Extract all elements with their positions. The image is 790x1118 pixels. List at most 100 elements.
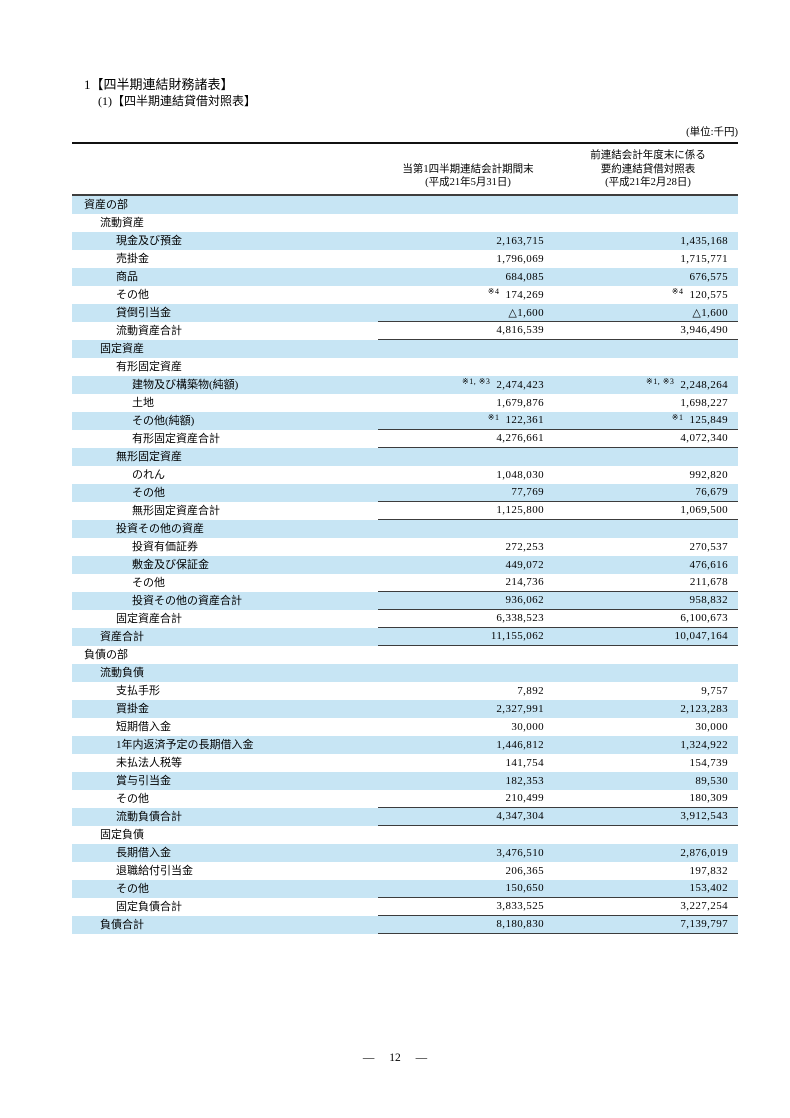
column-header-line: (平成21年2月28日) <box>605 177 691 188</box>
amount-value: 153,402 <box>689 882 728 894</box>
amount-value: 3,476,510 <box>496 846 544 859</box>
row-label: 固定負債 <box>100 828 144 841</box>
unit-note: (単位:千円) <box>686 127 738 138</box>
row-label: 投資その他の資産合計 <box>132 594 242 607</box>
amount-value: 4,072,340 <box>680 432 728 444</box>
amount-value: 8,180,830 <box>496 918 544 930</box>
table-row: 負債の部 <box>72 646 738 664</box>
row-label: 貸倒引当金 <box>116 306 171 319</box>
amount-cell-current <box>378 214 558 232</box>
amount-cell-previous: 211,678 <box>558 574 738 591</box>
amount-value: 3,833,525 <box>496 900 544 912</box>
amount-cell-current: 272,253 <box>378 538 558 556</box>
amount-columns: 11,155,062 10,047,164 <box>378 628 738 646</box>
row-label: その他 <box>116 792 149 805</box>
amount-columns: 1,796,069 1,715,771 <box>378 250 738 268</box>
amount-cell-previous: △1,600 <box>558 304 738 321</box>
table-row: 無形固定資産合計 1,125,800 1,069,500 <box>72 502 738 520</box>
amount-value: 1,324,922 <box>680 738 728 751</box>
amount-value: 9,757 <box>701 684 728 697</box>
amount-value: 154,739 <box>689 756 728 769</box>
row-label: 固定負債合計 <box>116 900 182 913</box>
amount-value: 2,248,264 <box>680 378 728 391</box>
amount-columns: 210,499 180,309 <box>378 790 738 808</box>
amount-cell-previous: 1,715,771 <box>558 250 738 268</box>
table-row: 退職給付引当金 206,365 197,832 <box>72 862 738 880</box>
amount-columns: 449,072 476,616 <box>378 556 738 574</box>
amount-cell-previous: 270,537 <box>558 538 738 556</box>
row-label: その他 <box>116 882 149 895</box>
amount-columns: 1,125,800 1,069,500 <box>378 502 738 520</box>
amount-cell-previous: 1,324,922 <box>558 736 738 754</box>
amount-columns: 1,446,812 1,324,922 <box>378 736 738 754</box>
amount-value: 125,849 <box>689 414 728 426</box>
amount-cell-current: 210,499 <box>378 790 558 807</box>
row-label: 売掛金 <box>116 252 149 265</box>
amount-cell-current: 1,125,800 <box>378 502 558 519</box>
amount-cell-previous: 6,100,673 <box>558 610 738 627</box>
amount-value: 1,679,876 <box>496 396 544 409</box>
amount-cell-current <box>378 340 558 358</box>
amount-cell-previous <box>558 646 738 664</box>
amount-value: 180,309 <box>689 792 728 804</box>
amount-cell-current: 150,650 <box>378 880 558 897</box>
amount-cell-previous: 2,876,019 <box>558 844 738 862</box>
amount-value: 1,698,227 <box>680 396 728 409</box>
table-row: 支払手形 7,892 9,757 <box>72 682 738 700</box>
amount-value: 10,047,164 <box>674 630 728 642</box>
amount-cell-previous: 76,679 <box>558 484 738 501</box>
row-label: 退職給付引当金 <box>116 864 193 877</box>
table-row: 現金及び預金 2,163,715 1,435,168 <box>72 231 738 250</box>
amount-value: 7,892 <box>517 684 544 697</box>
table-row: 流動負債 <box>72 663 738 682</box>
doc-subtitle: (1)【四半期連結貸借対照表】 <box>98 94 256 108</box>
amount-columns: 182,353 89,530 <box>378 772 738 790</box>
amount-columns <box>378 826 738 844</box>
amount-value: 272,253 <box>505 540 544 553</box>
amount-cell-current <box>378 448 558 466</box>
amount-columns: 3,476,510 2,876,019 <box>378 844 738 862</box>
amount-cell-previous: 153,402 <box>558 880 738 897</box>
amount-columns: 272,253 270,537 <box>378 538 738 556</box>
amount-cell-previous: 10,047,164 <box>558 628 738 645</box>
amount-value: 270,537 <box>689 540 728 553</box>
table-row: 短期借入金 30,000 30,000 <box>72 718 738 736</box>
amount-cell-current: 30,000 <box>378 718 558 736</box>
amount-value: 89,530 <box>695 774 728 787</box>
amount-columns: 4,276,661 4,072,340 <box>378 430 738 448</box>
amount-cell-current: 206,365 <box>378 862 558 880</box>
amount-cell-current: 3,476,510 <box>378 844 558 862</box>
amount-cell-current: 936,062 <box>378 592 558 609</box>
amount-columns: 214,736 211,678 <box>378 574 738 592</box>
note-marker: ※1, ※3 <box>461 377 491 386</box>
row-label: 資産合計 <box>100 630 144 643</box>
amount-value: 4,276,661 <box>496 432 544 444</box>
amount-columns <box>378 214 738 232</box>
amount-value: 958,832 <box>689 594 728 606</box>
amount-value: 76,679 <box>695 486 728 498</box>
table-row: その他 210,499 180,309 <box>72 790 738 808</box>
column-header-previous-fiscal-year: 前連結会計年度末に係る 要約連結貸借対照表 (平成21年2月28日) <box>558 149 738 190</box>
amount-cell-previous: 30,000 <box>558 718 738 736</box>
table-row: その他 ※4 174,269 ※4 120,575 <box>72 286 738 304</box>
amount-value: 210,499 <box>505 792 544 804</box>
note-marker: ※4 <box>671 287 684 296</box>
amount-cell-previous <box>558 664 738 682</box>
table-row: 資産合計 11,155,062 10,047,164 <box>72 627 738 646</box>
column-header-current-quarter: 当第1四半期連結会計期間末 (平成21年5月31日) <box>378 163 558 190</box>
amount-value: 1,715,771 <box>680 252 728 265</box>
amount-columns: 7,892 9,757 <box>378 682 738 700</box>
table-row: 固定資産 <box>72 339 738 358</box>
amount-value: 2,163,715 <box>496 234 544 247</box>
amount-cell-previous <box>558 214 738 232</box>
table-row: 固定資産合計 6,338,523 6,100,673 <box>72 610 738 628</box>
amount-cell-previous: 3,227,254 <box>558 898 738 915</box>
amount-cell-previous: 1,435,168 <box>558 232 738 250</box>
amount-columns: △1,600 △1,600 <box>378 304 738 322</box>
amount-columns <box>378 664 738 682</box>
amount-value: 6,338,523 <box>496 612 544 624</box>
amount-cell-current: 3,833,525 <box>378 898 558 915</box>
amount-columns: ※1, ※3 2,474,423 ※1, ※3 2,248,264 <box>378 376 738 394</box>
row-label: 資産の部 <box>84 198 128 211</box>
amount-cell-previous <box>558 196 738 214</box>
